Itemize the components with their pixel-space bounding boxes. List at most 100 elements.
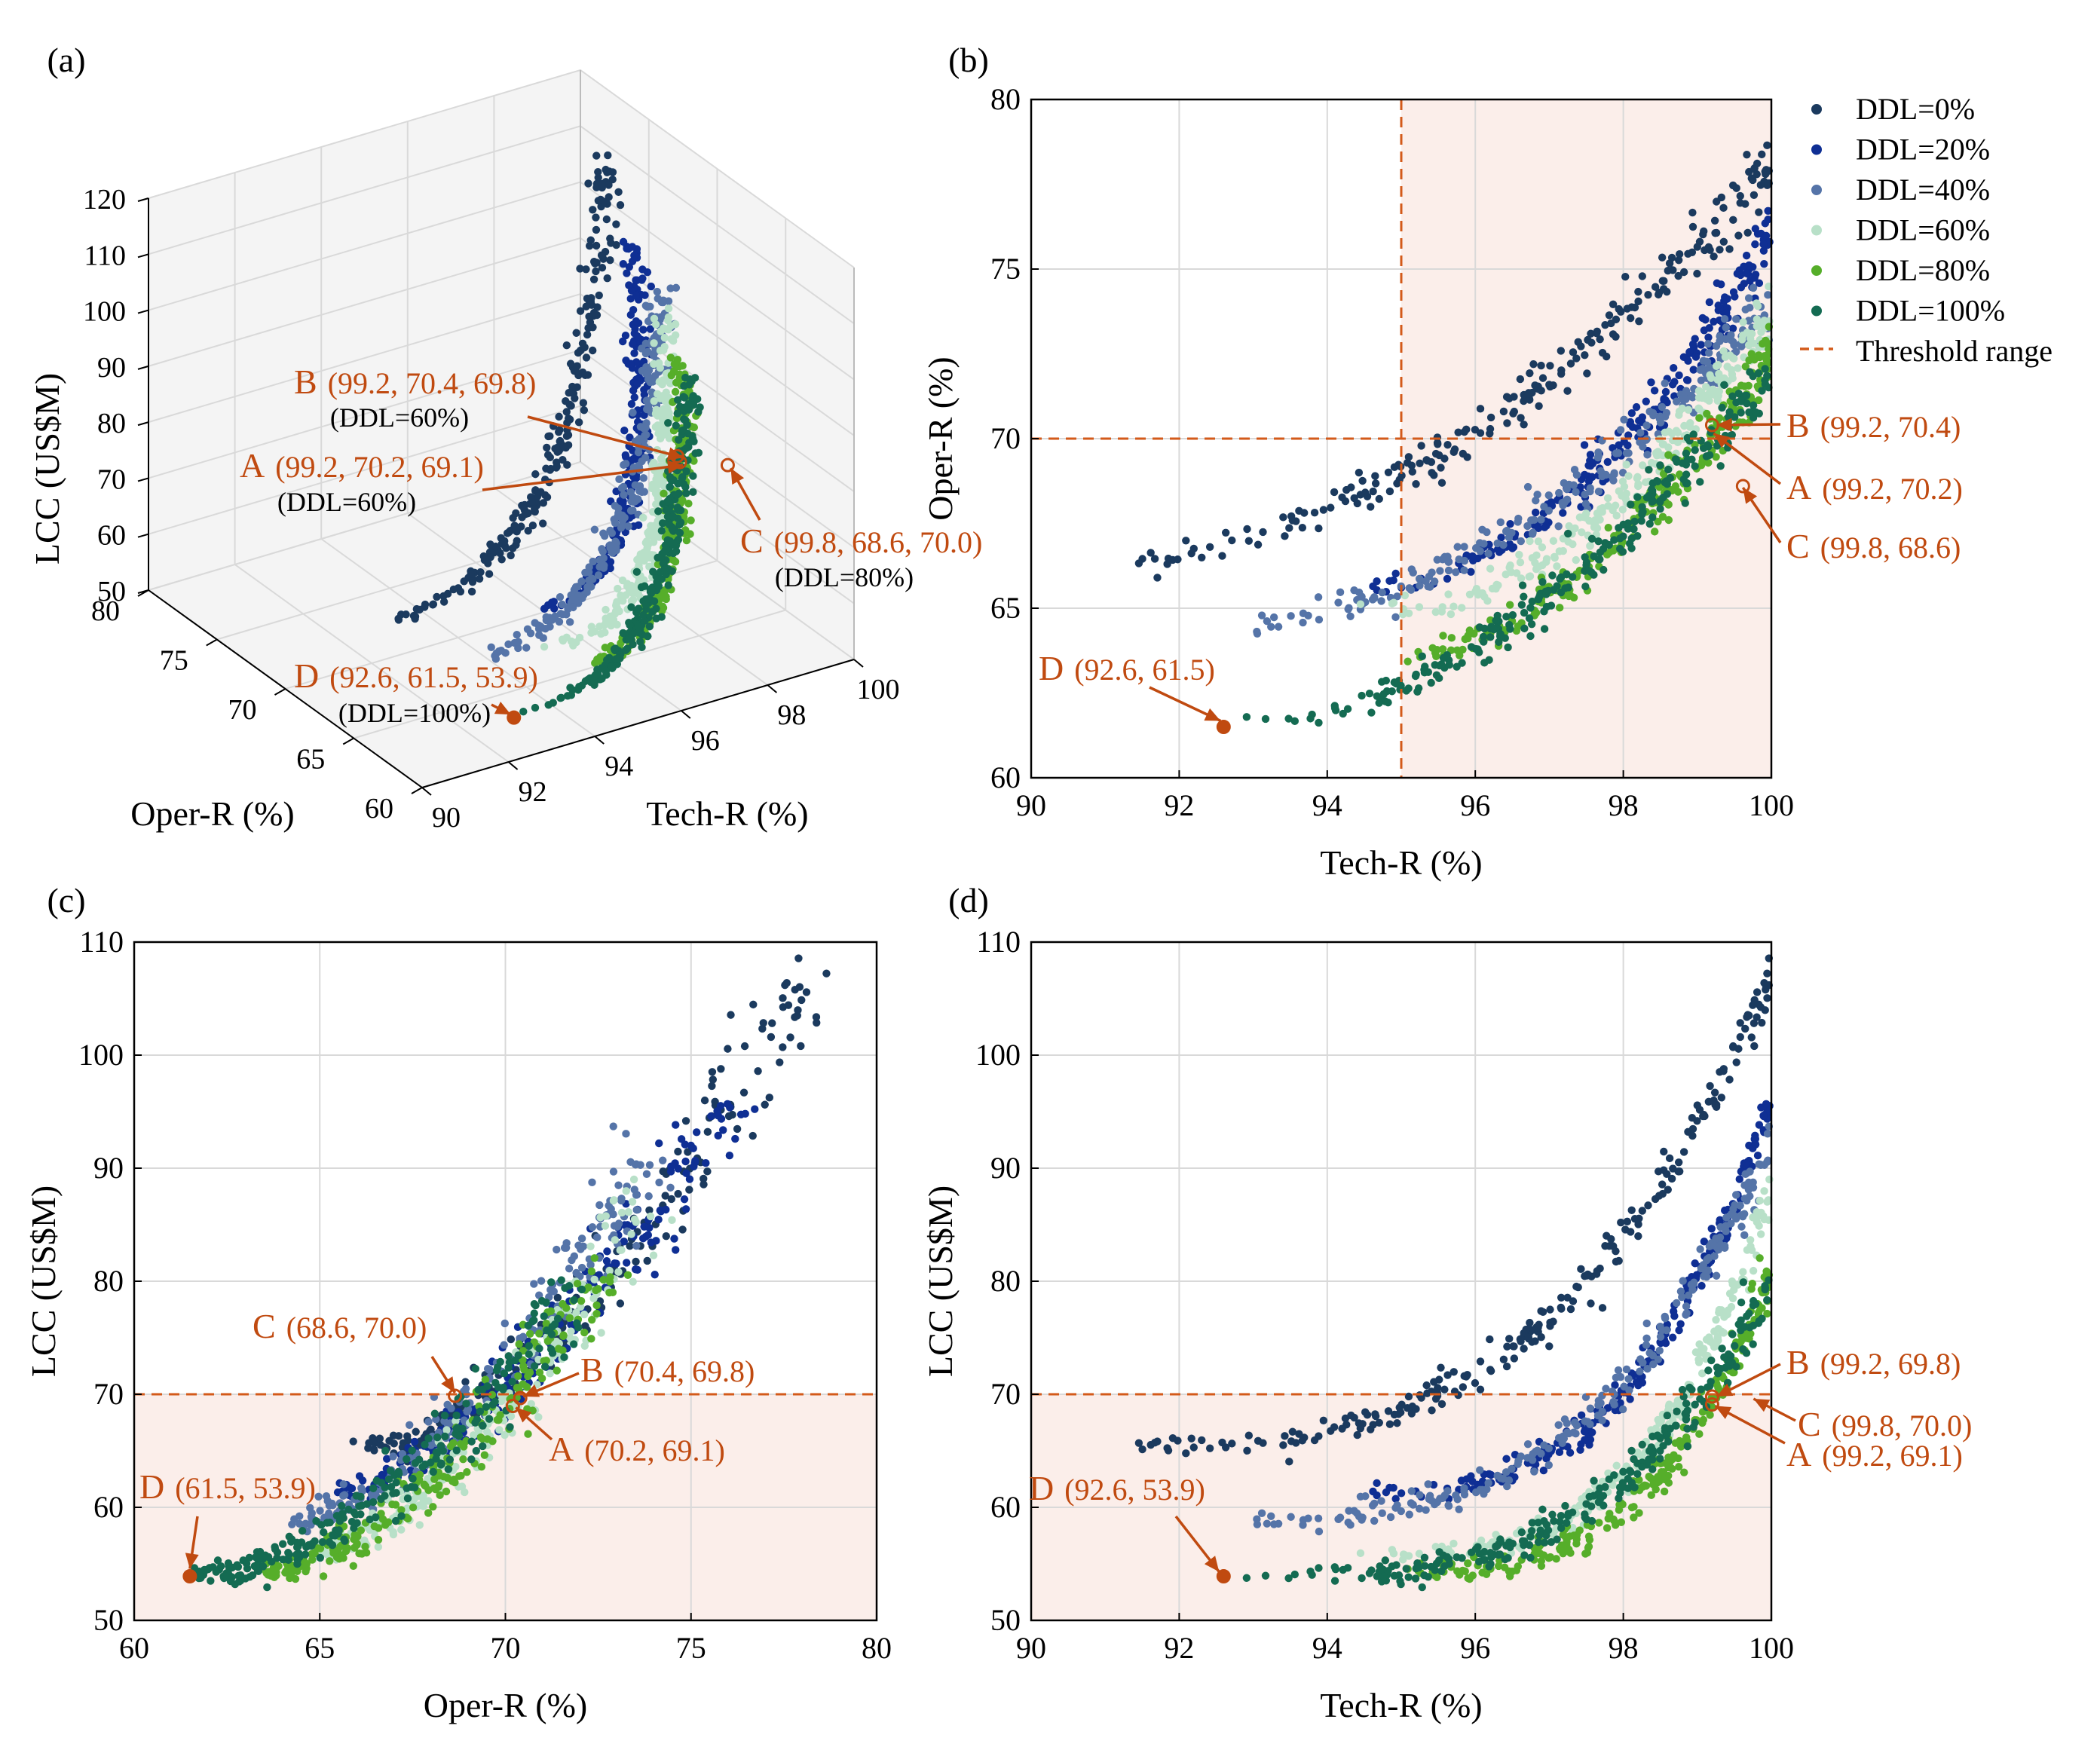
data-point [1688, 222, 1697, 231]
data-point [1499, 407, 1508, 416]
annotation-coords: (99.8, 68.6, 70.0) [774, 525, 983, 559]
data-point [1753, 1013, 1761, 1021]
data-point [767, 1033, 776, 1042]
data-point [558, 635, 567, 644]
data-point [1440, 454, 1449, 463]
data-point [666, 1183, 675, 1192]
data-point [623, 269, 631, 277]
data-point [1378, 1509, 1386, 1518]
data-point [1642, 1341, 1651, 1349]
data-point [427, 1458, 435, 1467]
data-point [1590, 552, 1598, 561]
data-point [1369, 1487, 1377, 1496]
data-point [786, 1033, 794, 1042]
data-point [638, 274, 647, 283]
data-point [494, 1383, 503, 1392]
data-point [1684, 405, 1693, 414]
data-point [507, 1335, 516, 1344]
data-point [1437, 660, 1446, 668]
data-point [1299, 618, 1307, 627]
z-tick [137, 533, 149, 538]
data-point [654, 507, 663, 516]
data-point [614, 584, 622, 593]
data-point [1747, 329, 1756, 338]
data-point [476, 1407, 485, 1416]
data-point [1656, 504, 1664, 513]
data-point [596, 653, 605, 661]
annotation-D: D (61.5, 53.9) [139, 1467, 316, 1583]
data-point [1728, 324, 1737, 332]
data-point [654, 582, 663, 591]
data-point [1576, 483, 1584, 491]
data-point [592, 213, 600, 222]
data-point [621, 453, 630, 461]
data-point [598, 179, 606, 188]
y-tick-label: 70 [228, 694, 257, 726]
data-point [523, 625, 532, 633]
data-point [448, 1477, 457, 1485]
data-point [1310, 1436, 1319, 1445]
data-point [632, 1241, 641, 1250]
data-point [1449, 448, 1458, 457]
data-point [1700, 1110, 1708, 1119]
data-point [640, 411, 648, 420]
data-point [1544, 1461, 1553, 1470]
data-point [1300, 509, 1309, 517]
data-point [643, 1256, 651, 1265]
data-point [424, 1434, 433, 1443]
data-point [1502, 1455, 1511, 1463]
data-point [1642, 421, 1651, 430]
data-point [625, 618, 633, 627]
y-tick-label: 80 [91, 595, 120, 627]
data-point [1506, 520, 1514, 528]
data-point [1182, 537, 1190, 545]
annotation-arrowhead [523, 1384, 540, 1397]
data-point [1676, 1320, 1685, 1328]
data-point [544, 701, 553, 709]
data-point [1358, 476, 1367, 485]
data-point [424, 1497, 433, 1505]
data-point [703, 1167, 712, 1176]
data-point [1671, 482, 1680, 491]
data-point [580, 1328, 589, 1337]
data-point [1563, 1428, 1572, 1436]
data-point [1680, 421, 1688, 430]
data-point [1729, 216, 1737, 225]
data-point [1493, 539, 1502, 548]
data-point [1499, 1355, 1508, 1364]
data-point [673, 503, 681, 512]
data-point [1624, 1375, 1633, 1383]
data-point [1760, 259, 1768, 268]
data-point [1509, 409, 1517, 418]
data-point [500, 1341, 508, 1349]
data-point [1703, 1255, 1712, 1263]
data-point [1602, 1384, 1610, 1393]
y-tick [137, 589, 149, 597]
y-tick-label: 60 [990, 760, 1021, 794]
annotation-coords: (99.2, 70.2) [1822, 472, 1963, 506]
x-tick-label: 90 [1016, 788, 1046, 822]
data-point [602, 215, 611, 224]
data-point [1624, 472, 1633, 480]
annotation-text: C (99.8, 68.6) [1786, 527, 1961, 565]
annotation-A: A (99.2, 70.2, 69.1)(DDL=60%) [240, 446, 687, 517]
data-point [577, 1297, 586, 1305]
data-point [259, 1562, 268, 1571]
data-point [1609, 546, 1618, 555]
data-point [1531, 508, 1540, 517]
data-point [1343, 705, 1352, 713]
data-point [1626, 418, 1635, 427]
data-point [685, 1175, 694, 1183]
data-point [1581, 1436, 1589, 1444]
data-point [1330, 702, 1339, 710]
data-point [1760, 338, 1768, 347]
data-point [1556, 574, 1564, 583]
data-point [614, 1181, 623, 1189]
annotation-arrowhead [730, 468, 745, 485]
data-point [1741, 363, 1750, 371]
data-point [589, 323, 597, 332]
data-point [1557, 347, 1566, 355]
data-point [553, 1245, 561, 1254]
x-tick-label: 98 [1609, 788, 1639, 822]
